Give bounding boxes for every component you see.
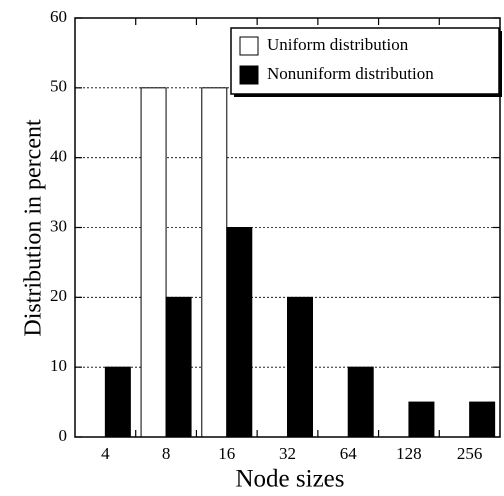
- bar: [347, 366, 374, 438]
- bar: [226, 227, 253, 438]
- y-tick-label: 60: [50, 7, 67, 26]
- y-tick-label: 0: [59, 426, 68, 445]
- plot-frame: [74, 17, 501, 438]
- y-tick-label: 50: [50, 77, 67, 96]
- legend-label: Nonuniform distribution: [267, 64, 434, 83]
- legend-swatch: [239, 36, 259, 56]
- bar: [104, 366, 131, 438]
- legend-label: Uniform distribution: [267, 35, 409, 54]
- x-tick-label: 8: [162, 444, 171, 463]
- y-tick-label: 20: [50, 286, 67, 305]
- bar: [469, 401, 496, 438]
- y-tick-label: 40: [50, 147, 67, 166]
- y-tick-label: 10: [50, 356, 67, 375]
- x-tick-label: 64: [340, 444, 358, 463]
- bar: [140, 87, 167, 438]
- legend-swatch: [239, 65, 259, 85]
- y-tick-label: 30: [50, 216, 67, 235]
- x-axis-label: Node sizes: [236, 466, 345, 493]
- bar: [165, 296, 192, 438]
- x-tick-label: 4: [101, 444, 110, 463]
- x-tick-label: 16: [218, 444, 235, 463]
- x-tick-label: 256: [457, 444, 483, 463]
- x-tick-label: 32: [279, 444, 296, 463]
- bar: [408, 401, 435, 438]
- bar: [201, 87, 228, 438]
- y-axis-label: Distribution in percent: [21, 119, 47, 337]
- legend: [230, 27, 500, 95]
- x-tick-label: 128: [396, 444, 422, 463]
- bar: [287, 296, 313, 438]
